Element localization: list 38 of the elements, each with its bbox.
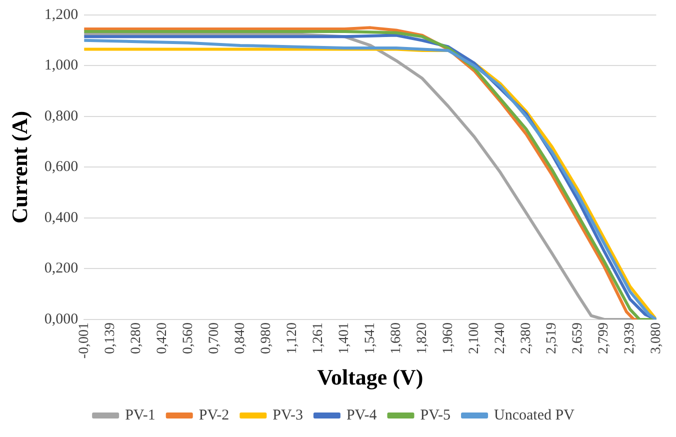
x-tick-label: 2,659 bbox=[570, 322, 586, 354]
x-tick-label: 2,939 bbox=[622, 322, 638, 354]
x-tick-label: 0,280 bbox=[128, 322, 144, 354]
x-tick-label: 2,519 bbox=[544, 322, 560, 354]
legend-label: PV-2 bbox=[198, 407, 230, 424]
x-tick-label: 1,401 bbox=[337, 322, 352, 354]
legend-label: PV-3 bbox=[272, 407, 303, 424]
x-tick-label: 3,080 bbox=[648, 322, 664, 354]
x-axis-title: Voltage (V) bbox=[317, 364, 424, 390]
x-tick-label: 0,139 bbox=[102, 322, 118, 354]
x-tick-label: 0,560 bbox=[180, 322, 196, 354]
x-tick-label: 2,240 bbox=[492, 322, 508, 354]
x-tick-label: 1,680 bbox=[388, 322, 404, 354]
y-axis-title: Current (A) bbox=[6, 110, 32, 224]
y-tick-label: 0,000 bbox=[44, 311, 78, 328]
legend-label: PV-1 bbox=[125, 407, 156, 424]
x-tick-label: 1,120 bbox=[284, 322, 300, 354]
y-tick-label: 1,000 bbox=[44, 58, 78, 74]
y-tick-label: 0,800 bbox=[44, 108, 78, 124]
y-tick-label: 0,400 bbox=[44, 210, 78, 226]
x-tick-label: 1,960 bbox=[440, 322, 456, 354]
y-tick-label: 1,200 bbox=[44, 6, 78, 23]
x-tick-label: 0,420 bbox=[154, 322, 170, 354]
x-tick-label: 1,261 bbox=[311, 322, 326, 354]
x-tick-label: 2,100 bbox=[466, 322, 482, 354]
x-tick-label: -0,001 bbox=[76, 322, 92, 359]
x-tick-label: 0,980 bbox=[258, 322, 274, 354]
legend-label: PV-4 bbox=[346, 407, 378, 424]
x-tick-label: 0,700 bbox=[206, 322, 222, 354]
legend-label: PV-5 bbox=[420, 407, 451, 424]
legend-label: Uncoated PV bbox=[494, 407, 575, 424]
y-tick-label: 0,200 bbox=[44, 260, 78, 277]
x-tick-label: 1,541 bbox=[363, 322, 378, 354]
x-tick-label: 2,799 bbox=[596, 322, 612, 354]
y-tick-label: 0,600 bbox=[44, 159, 78, 176]
x-tick-label: 0,840 bbox=[232, 322, 248, 354]
x-tick-label: 2,380 bbox=[518, 322, 534, 354]
x-tick-label: 1,820 bbox=[414, 322, 430, 354]
